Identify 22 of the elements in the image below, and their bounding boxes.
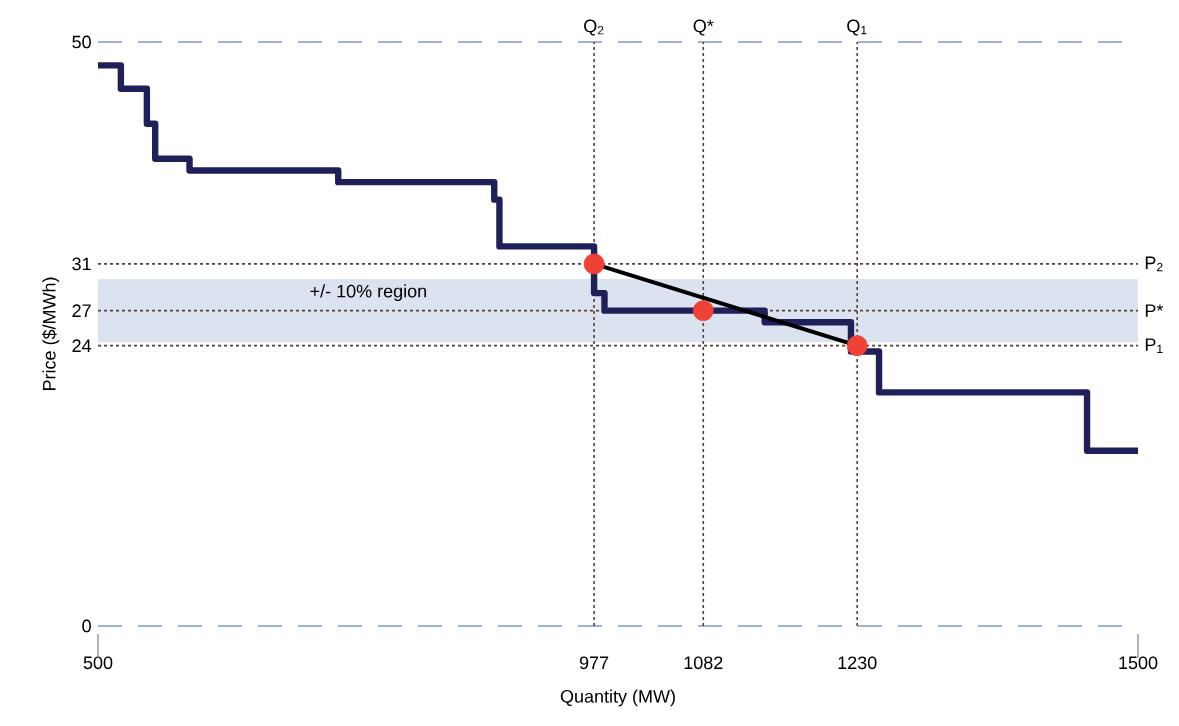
y-axis-title: Price ($/MWh) [42,277,60,391]
point [583,253,605,275]
y-tick-label: 31 [72,257,91,271]
x-tick-label: 1500 [1119,656,1158,670]
ref-line-label: Q$_{1}$ [847,19,867,36]
y-tick-label: 27 [72,304,91,317]
x-tick-label: 1082 [684,656,723,670]
x-axis-title: Quantity (MW) [560,689,675,707]
y-tick-label: 0 [82,619,91,633]
x-tick-label: 500 [83,656,113,670]
point [846,335,868,357]
band-label: +/- 10% region [310,284,426,302]
ref-line-label: P$_{1}$ [1145,338,1163,353]
y-tick-label: 50 [72,35,91,49]
ref-line-label: Q$_{2}$ [584,19,604,36]
y-tick-label: 24 [72,339,92,352]
ref-line-label: P$_{2}$ [1145,256,1163,272]
x-tick-label: 977 [579,656,609,670]
x-tick-label: 1230 [838,656,877,670]
ref-line-label: Q* [693,19,714,36]
point [692,300,714,322]
ref-line-label: P* [1145,304,1164,317]
